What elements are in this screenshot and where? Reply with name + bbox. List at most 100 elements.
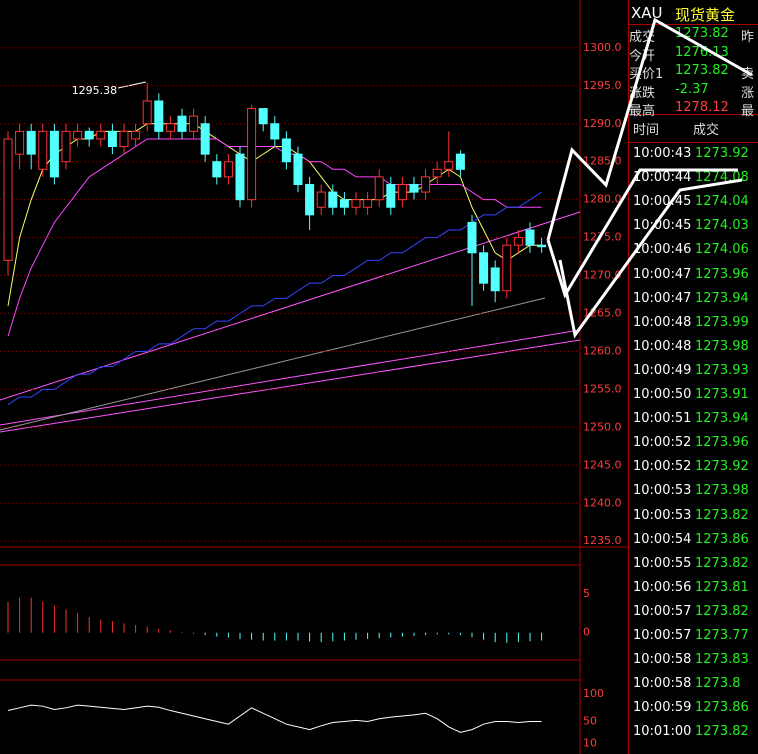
y-tick-label: 1240.0	[583, 496, 622, 509]
trade-price: 1274.06	[695, 242, 749, 258]
candle-body	[49, 130, 59, 178]
trade-price: 1273.83	[695, 652, 749, 668]
candle-body	[165, 123, 175, 132]
trade-price: 1273.82	[695, 507, 749, 523]
trend-line	[0, 339, 581, 433]
y-tick-label: 1235.0	[583, 534, 622, 547]
high-label: 1295.38	[72, 84, 118, 97]
trade-time: 10:00:48	[633, 314, 692, 330]
candle-body	[223, 161, 233, 178]
trade-price: 1273.8	[695, 676, 741, 692]
y-tick-label: 1270.0	[583, 269, 622, 282]
candle-body	[189, 115, 199, 132]
trade-price: 1273.94	[695, 290, 749, 306]
trade-time: 10:00:53	[633, 507, 692, 523]
candle-body	[281, 138, 291, 163]
candle-body	[235, 153, 245, 201]
trade-price: 1273.98	[695, 483, 749, 499]
y-tick-label: 5	[583, 587, 590, 600]
trade-price: 1273.92	[695, 459, 749, 475]
divider	[629, 142, 758, 143]
y-tick-label: 50	[583, 714, 597, 727]
quote-side-label: 涨	[741, 85, 755, 101]
candle-body	[177, 115, 187, 132]
y-tick-label: 1300.0	[583, 41, 622, 54]
candle-body	[258, 108, 268, 125]
trade-price: 1273.77	[695, 628, 749, 643]
candle-body	[363, 199, 373, 208]
candle-body	[61, 130, 71, 163]
y-tick-label: 1245.0	[583, 458, 622, 471]
col-header: 时间	[633, 123, 660, 138]
candle-body	[328, 191, 338, 208]
quote-value: 1273.82	[675, 26, 729, 41]
trade-price: 1273.98	[695, 338, 749, 354]
trade-time: 10:00:57	[633, 603, 692, 619]
candle-body	[537, 244, 547, 248]
candle-body	[200, 123, 210, 155]
candle-body	[15, 130, 25, 155]
candle-body	[502, 244, 512, 292]
candle-body	[444, 161, 454, 170]
quote-side-label: 昨	[741, 30, 755, 45]
candle-body	[131, 130, 141, 140]
trade-time: 10:00:45	[633, 194, 692, 210]
candle-body	[386, 183, 396, 208]
candle-body	[490, 267, 500, 292]
quote-value: 1278.12	[675, 100, 729, 115]
trade-time: 10:00:52	[633, 435, 692, 451]
y-tick-label: 1265.0	[583, 307, 622, 320]
y-tick-label: 1250.0	[583, 420, 622, 433]
trade-time: 10:00:55	[633, 555, 692, 571]
candle-body	[96, 130, 106, 140]
trade-price: 1274.08	[695, 170, 749, 186]
candle-body	[525, 229, 535, 246]
trade-time: 10:00:50	[633, 387, 692, 402]
candle-body	[467, 221, 477, 254]
candle-body	[107, 130, 117, 148]
trade-time: 10:00:53	[633, 483, 692, 499]
candle-body	[270, 123, 280, 140]
candle-body	[432, 168, 442, 178]
candle-body	[316, 191, 326, 208]
candle-body	[293, 153, 303, 185]
rsi-line	[7, 704, 542, 733]
candle-body	[119, 130, 129, 148]
trend-line	[0, 211, 581, 401]
trade-price: 1273.99	[695, 314, 749, 330]
candle-body	[479, 252, 489, 284]
trade-time: 10:00:58	[633, 652, 692, 668]
y-tick-label: 1280.0	[583, 193, 622, 206]
trade-time: 10:00:45	[633, 218, 692, 234]
candle-body	[421, 176, 431, 193]
trade-time: 10:00:44	[633, 170, 692, 186]
candle-body	[247, 108, 257, 201]
trade-price: 1273.82	[695, 555, 749, 571]
chart-bg	[0, 0, 628, 754]
trade-time: 10:00:57	[633, 628, 692, 643]
candle-body	[397, 183, 407, 201]
ma-line	[7, 191, 542, 406]
candle-body	[305, 183, 315, 216]
quote-side-label: 卖	[741, 67, 755, 82]
candle-body	[212, 161, 222, 178]
trade-time: 10:01:00	[633, 724, 692, 740]
y-tick-label: 1275.0	[583, 231, 622, 244]
trade-time: 10:00:49	[633, 362, 692, 378]
quote-label: 买价1	[629, 67, 664, 82]
trade-price: 1273.86	[695, 700, 749, 716]
trade-time: 10:00:47	[633, 290, 692, 306]
y-tick-label: 100	[583, 687, 604, 700]
trade-price: 1273.81	[695, 579, 749, 595]
candle-body	[142, 100, 152, 125]
trade-price: 1273.94	[695, 411, 749, 427]
candle-body	[73, 130, 83, 140]
symbol-name: 现货黄金	[675, 6, 736, 24]
candle-body	[38, 130, 48, 170]
trade-price: 1273.91	[695, 387, 749, 402]
trade-time: 10:00:54	[633, 531, 692, 547]
trade-price: 1274.03	[695, 218, 749, 234]
chart: 1300.0 1295.0 1290.0 1285.0 1280.0 1275.0 1270…	[0, 0, 628, 754]
trade-time: 10:00:58	[633, 676, 692, 692]
